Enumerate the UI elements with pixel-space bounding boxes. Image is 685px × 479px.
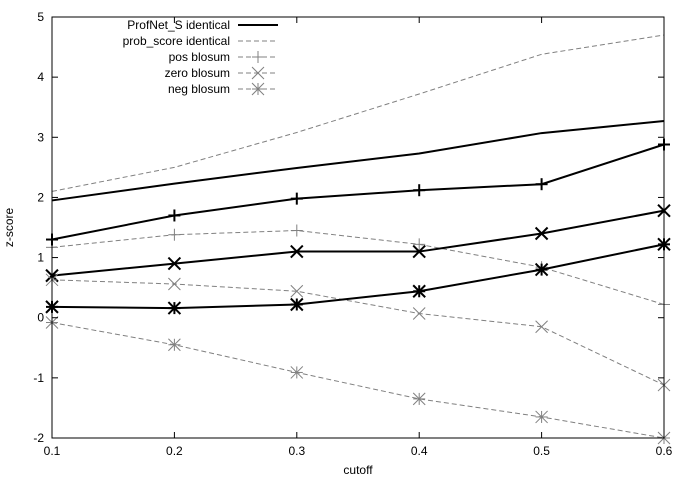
legend-marker — [252, 51, 264, 63]
y-tick-label: 5 — [37, 10, 44, 24]
x-tick-label: 0.5 — [533, 444, 550, 458]
legend-marker — [251, 66, 265, 80]
plot-frame — [51, 16, 665, 439]
x-tick-label: 0.3 — [288, 444, 305, 458]
data-point-zero-blosum-dashed — [168, 277, 181, 291]
data-point-neg-blosum-solid — [167, 301, 182, 315]
data-point-zero-blosum-dashed — [535, 320, 548, 334]
legend-label: neg blosum — [168, 82, 230, 96]
series-line-zero-blosum-dashed — [51, 279, 665, 386]
series-line-profnet-s-identical-solid — [51, 120, 665, 202]
data-point-pos-blosum-solid — [290, 192, 303, 205]
data-point-zero-blosum-solid — [290, 244, 304, 259]
legend-label: prob_score identical — [123, 34, 230, 48]
x-tick-label: 0.2 — [166, 444, 183, 458]
data-point-neg-blosum-dashed — [168, 338, 181, 352]
y-tick-label: 4 — [37, 70, 44, 84]
x-tick-label: 0.4 — [411, 444, 428, 458]
data-point-zero-blosum-solid — [167, 256, 182, 271]
data-point-pos-blosum-dashed — [290, 224, 303, 237]
data-point-zero-blosum-dashed — [412, 307, 426, 320]
series-line-neg-blosum-dashed — [51, 322, 665, 439]
series-line-zero-blosum-solid — [51, 209, 665, 277]
data-point-neg-blosum-dashed — [412, 392, 426, 406]
data-point-pos-blosum-solid — [168, 209, 181, 222]
data-point-pos-blosum-dashed — [168, 228, 181, 241]
x-axis-label: cutoff — [343, 463, 373, 477]
data-point-neg-blosum-solid — [290, 297, 304, 312]
y-tick-label: -1 — [33, 371, 44, 385]
series-line-pos-blosum-dashed — [51, 230, 665, 305]
x-tick-label: 0.1 — [44, 444, 61, 458]
series-layer — [45, 34, 671, 445]
y-tick-label: 1 — [37, 251, 44, 265]
series-line-prob-score-identical-dashed — [51, 34, 665, 192]
legend: ProfNet_S identical prob_score identical p… — [123, 18, 278, 96]
data-point-neg-blosum-dashed — [535, 410, 548, 424]
y-axis-label: z-score — [2, 208, 16, 248]
data-point-zero-blosum-dashed — [290, 284, 304, 298]
legend-marker — [251, 82, 265, 96]
data-point-pos-blosum-solid — [413, 184, 426, 197]
legend-label: zero blosum — [165, 66, 230, 80]
series-line-pos-blosum-solid — [51, 143, 665, 241]
data-point-pos-blosum-dashed — [413, 238, 426, 251]
legend-label: ProfNet_S identical — [127, 18, 230, 32]
y-tick-label: 3 — [37, 130, 44, 144]
data-point-neg-blosum-solid — [534, 262, 549, 277]
data-point-zero-blosum-solid — [534, 226, 549, 241]
data-point-pos-blosum-solid — [535, 178, 548, 191]
data-point-zero-blosum-solid — [412, 244, 426, 259]
ticks-layer: 0.1 0.2 0.3 0.4 0.5 0.6 -2 -1 0 1 2 3 4 5 — [33, 10, 672, 458]
data-point-neg-blosum-solid — [412, 284, 426, 298]
y-tick-label: -2 — [33, 431, 44, 445]
series-line-neg-blosum-solid — [51, 243, 665, 310]
data-point-neg-blosum-dashed — [290, 366, 304, 379]
y-tick-label: 0 — [37, 311, 44, 325]
legend-label: pos blosum — [169, 50, 230, 64]
y-tick-label: 2 — [37, 190, 44, 204]
x-tick-label: 0.6 — [656, 444, 673, 458]
